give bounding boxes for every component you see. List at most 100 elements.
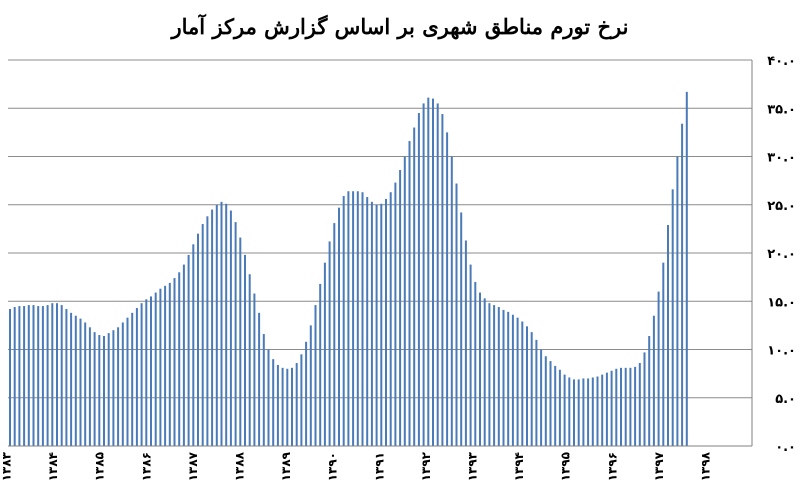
bar: [502, 309, 505, 446]
x-tick-label: ۱۳۹۵: [559, 452, 573, 481]
x-tick-label: ۱۳۸۶: [139, 452, 153, 481]
bar: [103, 335, 105, 446]
bar: [380, 203, 383, 446]
bar: [530, 332, 533, 446]
bar: [347, 191, 350, 446]
bar: [610, 370, 613, 446]
bar: [450, 156, 453, 446]
bar: [333, 223, 336, 446]
x-tick-label: ۱۳۸۵: [93, 452, 107, 481]
bar: [441, 114, 444, 446]
bar: [173, 278, 176, 446]
bar: [291, 367, 293, 446]
bar: [37, 306, 40, 446]
bar: [187, 254, 190, 446]
bar: [244, 254, 246, 446]
bar: [624, 367, 627, 446]
bar: [286, 368, 289, 446]
x-tick-label: ۱۳۹۱: [372, 452, 386, 481]
x-tick-label: ۱۳۸۳: [0, 451, 14, 481]
bar: [253, 293, 256, 446]
bar: [554, 365, 557, 446]
chart-title: نرخ تورم مناطق شهری بر اساس گزارش مرکز آ…: [171, 14, 629, 39]
x-tick-label: ۱۳۹۷: [652, 451, 666, 481]
bar: [328, 241, 331, 446]
bar: [549, 361, 552, 446]
bar: [164, 285, 167, 446]
bar: [667, 225, 669, 446]
bar: [168, 282, 171, 446]
x-tick-label: ۱۳۹۸: [699, 451, 713, 481]
bar: [56, 303, 58, 446]
bar: [629, 367, 632, 446]
bar: [671, 189, 674, 446]
bar: [70, 312, 73, 446]
bar: [117, 327, 120, 446]
x-tick-label: ۱۳۹۳: [466, 451, 480, 481]
bar: [51, 303, 54, 446]
bar: [121, 322, 124, 446]
bar: [197, 233, 199, 446]
y-tick-label: ۱۵.۰: [767, 295, 796, 310]
bar: [338, 207, 340, 446]
bar: [112, 330, 115, 446]
bar: [474, 281, 477, 446]
bar: [305, 341, 308, 446]
bar: [239, 237, 242, 446]
gridlines: [8, 59, 752, 399]
bar: [648, 335, 651, 446]
bar: [178, 272, 181, 446]
bar: [676, 156, 679, 446]
y-axis-tick-labels: ۰.۰ ۵.۰ ۱۰.۰ ۱۵.۰ ۲۰.۰ ۲۵.۰ ۳۰.۰ ۳۵.۰ ۴۰.۰: [767, 54, 796, 455]
x-axis-tick-labels: ۱۳۸۳ ۱۳۸۴ ۱۳۸۵ ۱۳۸۶ ۱۳۸۷ ۱۳۸۸ ۱۳۸۹ ۱۳۹۰ ۱۳۹۱ ۱۳۹۲…: [0, 451, 713, 481]
bar: [427, 97, 430, 446]
bar: [314, 305, 317, 446]
y-tick-label: ۲۰.۰: [767, 247, 796, 262]
bar: [366, 197, 369, 446]
y-tick-label: ۳۰.۰: [767, 151, 796, 166]
x-tick-label: ۱۳۹۶: [605, 452, 619, 481]
x-tick-label: ۱۳۸۸: [233, 451, 247, 481]
bar: [32, 305, 35, 446]
bar: [634, 366, 637, 446]
bar: [591, 377, 594, 446]
bar: [488, 303, 491, 446]
y-tick-label: ۵.۰: [775, 392, 796, 407]
bar: [370, 201, 373, 446]
x-tick-label: ۱۳۸۹: [279, 451, 293, 481]
bar: [469, 264, 472, 446]
bar: [352, 191, 355, 446]
bar: [417, 113, 420, 446]
bar: [262, 334, 265, 446]
bar: [126, 317, 129, 446]
bar: [65, 308, 68, 446]
bar: [276, 364, 279, 446]
bar: [18, 306, 21, 446]
bar: [107, 333, 110, 446]
bar: [215, 204, 218, 446]
y-tick-label: ۰.۰: [775, 440, 796, 455]
bar: [281, 367, 284, 446]
bar: [225, 203, 228, 446]
bar: [323, 262, 326, 446]
bar: [483, 298, 486, 446]
bar: [150, 296, 152, 446]
bar: [319, 283, 322, 446]
bar: [615, 368, 618, 446]
bar: [403, 156, 406, 446]
bar: [563, 374, 566, 446]
y-tick-label: ۱۰.۰: [767, 344, 796, 359]
bar: [507, 311, 510, 446]
bar: [201, 224, 204, 446]
y-tick-label: ۲۵.۰: [767, 199, 796, 214]
bar: [493, 305, 496, 446]
bar: [27, 305, 30, 446]
bar: [643, 352, 646, 446]
bar: [211, 209, 214, 446]
bar: [521, 321, 524, 446]
bar: [267, 349, 270, 446]
bar: [535, 339, 538, 446]
bar: [399, 170, 402, 446]
bar: [135, 308, 138, 446]
